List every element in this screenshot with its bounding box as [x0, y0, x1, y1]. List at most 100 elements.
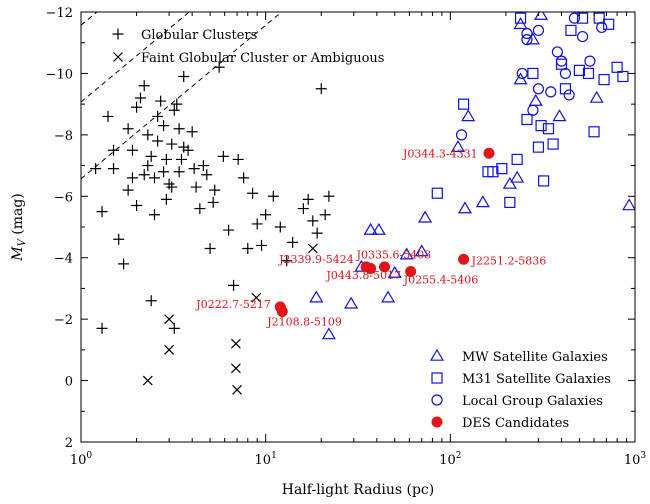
plus-point-70 [145, 295, 157, 307]
legend: Globular Clusters Faint Globular Cluster … [112, 28, 611, 431]
square-point-19 [582, 67, 595, 80]
square-point-9 [527, 67, 539, 80]
sb-line-label-2: μ = 30 mag arcsec⁻² [277, 0, 374, 7]
y-tick-label-0: 2 [65, 436, 73, 451]
plus-point-32 [209, 184, 221, 196]
plus-point-48 [297, 203, 309, 215]
triangle-point-17 [534, 12, 549, 20]
y-tick-label-7: −12 [46, 6, 73, 21]
series-cross [142, 243, 318, 395]
y-tick-label-6: −10 [46, 67, 73, 82]
des-candidate-label-3: J0335.6-5403 [356, 248, 432, 261]
plus-point-63 [148, 209, 160, 221]
plus-point-31 [204, 243, 216, 254]
triangle-point-13 [475, 195, 490, 208]
plus-point-44 [267, 190, 279, 202]
plus-point-38 [238, 172, 250, 184]
square-point-26 [535, 120, 547, 132]
y-tick-label-2: −2 [54, 313, 73, 328]
circle-point-0 [455, 129, 468, 141]
square-point-4 [496, 163, 508, 175]
y-axis-label-unit: (mag) [10, 193, 26, 239]
x-tick-exponent: 1 [271, 451, 277, 461]
square-point-5 [504, 196, 516, 209]
sb-line-0 [81, 12, 98, 26]
plus-point-71 [96, 322, 108, 334]
des-candidate-label-0: J0222.7-5217 [195, 298, 271, 311]
cross-point-0 [164, 314, 175, 325]
triangle-point-19 [622, 198, 635, 211]
triangle-point-0 [309, 290, 324, 303]
plus-point-26 [186, 126, 198, 138]
square-point-25 [617, 70, 629, 83]
plus-point-24 [178, 71, 190, 82]
dot-point-7 [483, 147, 495, 159]
plus-point-15 [155, 95, 167, 107]
dot-point-4 [378, 261, 390, 273]
square-point-18 [576, 12, 589, 24]
y-axis-label: MV (mag) [10, 193, 28, 262]
plus-point-59 [166, 181, 178, 193]
sb-line-2 [81, 12, 283, 180]
circle-point-2 [521, 27, 533, 40]
plus-point-58 [160, 153, 172, 165]
cross-point-3 [230, 338, 241, 349]
plus-point-13 [148, 172, 160, 184]
des-candidate-label-4: J0443.8-5017 [325, 269, 401, 282]
plus-point-34 [217, 150, 229, 162]
plus-point-27 [190, 181, 202, 193]
plus-point-50 [307, 215, 319, 227]
cross-point-5 [232, 384, 242, 395]
plus-point-23 [175, 153, 187, 165]
plus-point-52 [315, 83, 327, 95]
circle-point-4 [532, 83, 545, 95]
circle-point-3 [527, 104, 539, 116]
legend-marker-cross [113, 52, 123, 62]
sb-line-1 [81, 12, 190, 103]
square-point-23 [603, 18, 615, 30]
legend-label-plus: Globular Clusters [141, 28, 257, 43]
plus-point-22 [173, 166, 185, 178]
plus-point-39 [242, 243, 254, 254]
plus-point-16 [158, 120, 170, 132]
plus-point-42 [256, 239, 268, 251]
plus-point-30 [201, 169, 213, 181]
cross-point-4 [230, 363, 241, 374]
plus-point-14 [152, 135, 164, 147]
circle-point-6 [551, 46, 564, 58]
y-axis-label-symbol: M [10, 246, 26, 262]
plus-point-28 [194, 203, 206, 215]
triangle-point-2 [344, 296, 359, 309]
plus-point-7 [126, 144, 138, 156]
plus-point-66 [158, 166, 170, 178]
legend-label-triangle: MW Satellite Galaxies [462, 350, 608, 365]
square-point-1 [458, 98, 470, 110]
triangle-point-8 [399, 247, 414, 260]
x-tick-base: 10 [624, 453, 641, 468]
y-axis-label-subscript: V [17, 237, 28, 246]
y-tick-label-3: −4 [54, 252, 73, 267]
plus-point-53 [319, 209, 331, 221]
y-tick-label-4: −6 [54, 190, 73, 205]
x-tick-base: 10 [439, 453, 456, 468]
plus-point-54 [323, 190, 335, 202]
plus-point-17 [160, 193, 172, 205]
square-point-20 [588, 126, 600, 138]
cross-point-2 [142, 375, 153, 386]
plus-point-55 [131, 200, 143, 211]
plot-data: μ = 25 mag arcsec⁻²μ = 27.5 mag arcsec⁻²… [81, 0, 635, 395]
plus-point-11 [142, 129, 154, 141]
plus-point-41 [251, 218, 263, 230]
plus-point-5 [118, 258, 130, 270]
dot-point-6 [458, 253, 470, 265]
x-tick-exponent: 0 [86, 451, 92, 461]
cross-point-6 [307, 243, 318, 254]
square-point-3 [487, 166, 499, 178]
plus-point-68 [188, 163, 200, 175]
triangle-point-5 [371, 222, 386, 235]
triangle-point-22 [589, 90, 604, 103]
des-candidate-label-5: J0255.4-5406 [403, 274, 479, 287]
plus-point-56 [142, 160, 154, 172]
circle-point-11 [576, 30, 589, 43]
